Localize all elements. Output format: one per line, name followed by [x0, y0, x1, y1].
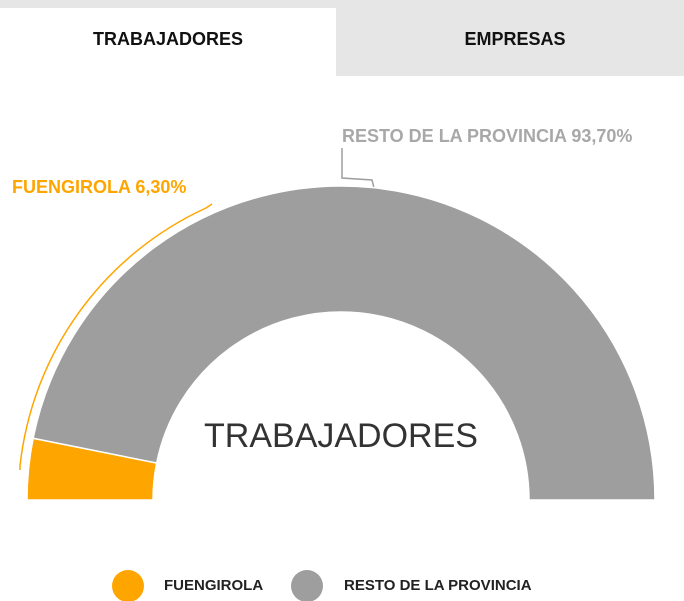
data-label-value: 93,70% [571, 126, 632, 146]
legend-label: RESTO DE LA PROVINCIA [344, 577, 532, 594]
tab-active[interactable] [0, 8, 336, 76]
data-label: RESTO DE LA PROVINCIA 93,70% [342, 126, 632, 146]
label-connector [19, 203, 213, 470]
tab-label[interactable]: EMPRESAS [464, 29, 565, 49]
legend-label: FUENGIROLA [164, 577, 263, 594]
data-label-name: RESTO DE LA PROVINCIA [342, 126, 567, 146]
tab-label[interactable]: TRABAJADORES [93, 29, 243, 49]
center-label: TRABAJADORES [204, 417, 478, 455]
legend-marker [291, 570, 323, 601]
data-label: FUENGIROLA 6,30% [12, 177, 186, 197]
legend-marker [112, 570, 144, 601]
label-connector [341, 148, 375, 189]
slice [32, 185, 656, 501]
data-label-value: 6,30% [135, 177, 186, 197]
data-label-name: FUENGIROLA [12, 177, 131, 197]
